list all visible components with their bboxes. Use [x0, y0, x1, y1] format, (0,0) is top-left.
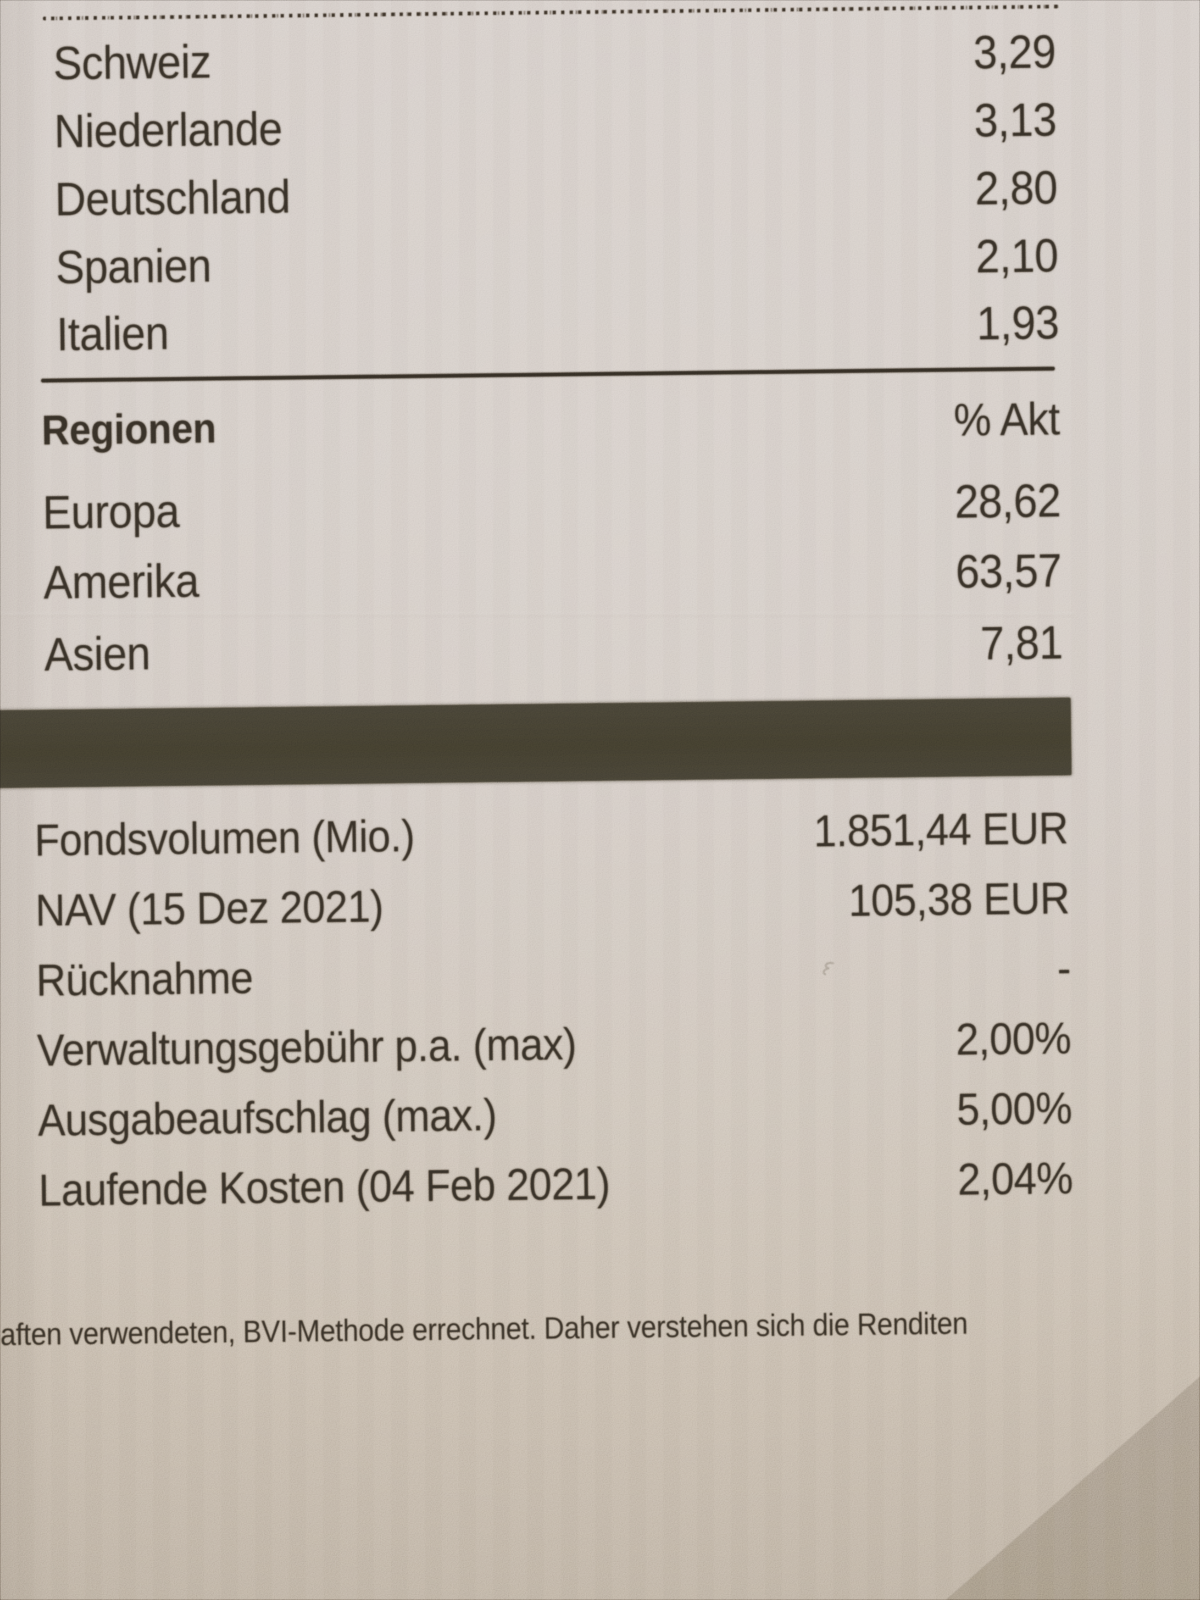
- region-row: Amerika 63,57: [0, 534, 1198, 616]
- detail-row: Ausgabeaufschlag (max.) 5,00%: [3, 1073, 1200, 1155]
- footnote-row: aften verwendeten, BVI-Methode errechnet…: [0, 1302, 1100, 1355]
- detail-value: 105,38 EUR: [847, 872, 1070, 927]
- region-row: Europa 28,62: [0, 464, 1197, 546]
- region-label: Amerika: [43, 553, 200, 609]
- country-value: 3,29: [972, 24, 1056, 79]
- detail-value: 1.851,44 EUR: [813, 802, 1069, 857]
- country-value: 2,80: [974, 160, 1058, 215]
- regions-header-row: Regionen % Akt: [0, 385, 1196, 463]
- pen-mark: [822, 961, 834, 976]
- region-label: Europa: [42, 483, 180, 539]
- detail-label: Fondsvolumen (Mio.): [34, 810, 415, 866]
- country-value: 2,10: [974, 228, 1058, 283]
- detail-label: Ausgabeaufschlag (max.): [37, 1089, 497, 1146]
- detail-value: 2,00%: [955, 1012, 1072, 1065]
- detail-label: Rücknahme: [35, 952, 254, 1006]
- detail-row: Rücknahme -: [2, 933, 1200, 1015]
- detail-row: Fondsvolumen (Mio.) 1.851,44 EUR: [0, 793, 1200, 875]
- country-value: 1,93: [975, 295, 1059, 350]
- section-divider-line: [40, 366, 1055, 383]
- footnote-text: aften verwendeten, BVI-Methode errechnet…: [0, 1305, 968, 1353]
- country-label: Schweiz: [52, 34, 212, 89]
- country-row: Italien 1,93: [0, 286, 1195, 368]
- detail-value: 2,04%: [957, 1152, 1073, 1205]
- country-label: Deutschland: [54, 169, 291, 225]
- region-value: 28,62: [954, 473, 1061, 528]
- detail-row: Laufende Kosten (04 Feb 2021) 2,04%: [4, 1143, 1200, 1225]
- region-row: Asien 7,81: [0, 606, 1199, 688]
- regions-header-title: Regionen: [41, 404, 217, 454]
- detail-row: Verwaltungsgebühr p.a. (max) 2,00%: [3, 1003, 1200, 1085]
- detail-row: NAV (15 Dez 2021) 105,38 EUR: [1, 863, 1200, 945]
- country-value: 3,13: [973, 92, 1057, 147]
- country-label: Spanien: [55, 238, 212, 293]
- region-value: 63,57: [955, 543, 1062, 598]
- detail-label: NAV (15 Dez 2021): [34, 880, 384, 936]
- detail-label: Laufende Kosten (04 Feb 2021): [38, 1157, 611, 1216]
- regions-header-unit: % Akt: [953, 392, 1060, 446]
- redaction-bar: [0, 697, 1072, 789]
- region-value: 7,81: [979, 615, 1063, 669]
- country-label: Niederlande: [53, 101, 283, 157]
- region-label: Asien: [43, 625, 151, 681]
- detail-value: 5,00%: [956, 1082, 1072, 1135]
- detail-label: Verwaltungsgebühr p.a. (max): [36, 1018, 577, 1076]
- country-label: Italien: [56, 305, 169, 360]
- detail-value: -: [1056, 942, 1071, 994]
